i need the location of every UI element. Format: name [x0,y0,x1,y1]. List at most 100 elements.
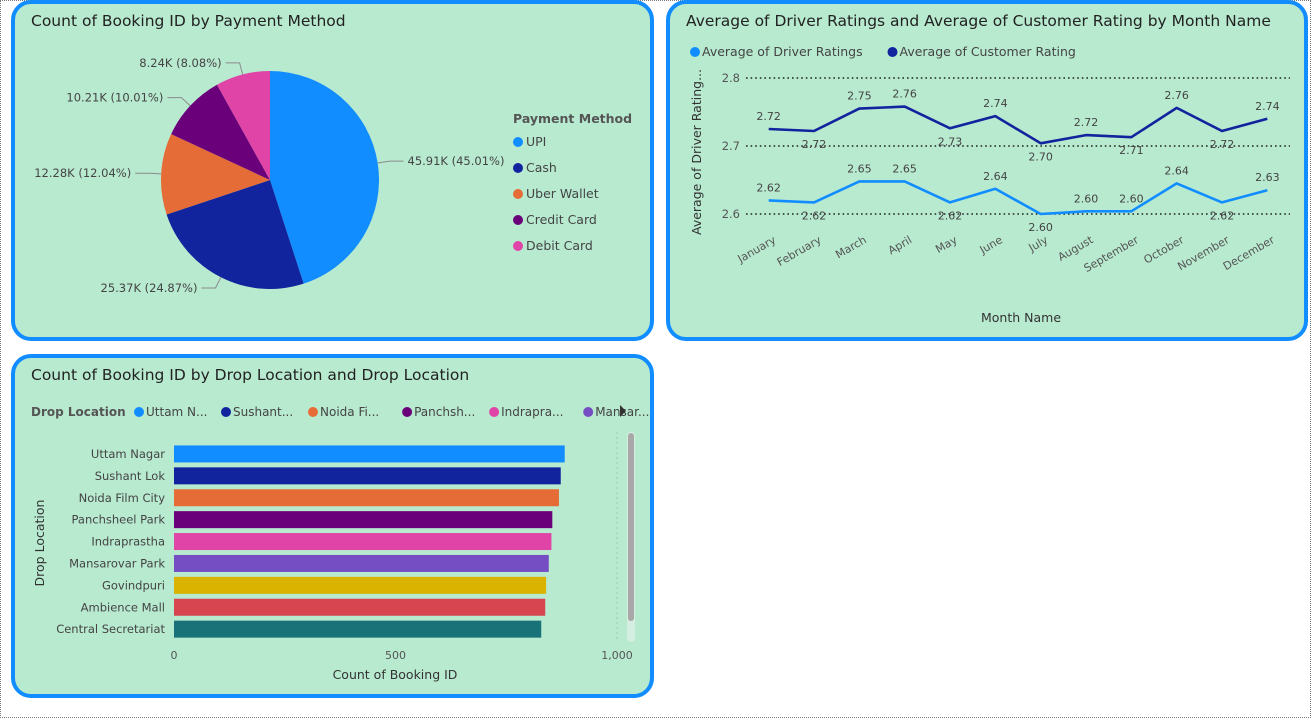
pie-slice-debit-card[interactable] [217,71,270,180]
line-data-label-average-of-customer-rating-september: 2.71 [1119,144,1144,157]
line-data-label-average-of-customer-rating-august: 2.72 [1074,116,1099,129]
line-x-tick-june: June [977,233,1005,257]
pie-leader-line-uber-wallet [135,172,162,175]
line-series-average-of-driver-ratings[interactable] [768,180,1268,216]
pie-slice-upi[interactable] [270,71,380,284]
bar-legend-item-sushant-lok[interactable]: Sushant... [233,405,293,419]
pie-data-label-credit-card: 10.21K (10.01%) [66,91,163,105]
legend-item-upi[interactable]: UPI [526,134,546,149]
line-y-tick-2-8: 2.8 [722,71,740,85]
bar-noida-film-city[interactable] [174,489,559,507]
bar-mansarovar-park[interactable] [174,554,549,572]
line-x-tick-may: May [933,233,960,256]
line-data-label-average-of-driver-ratings-december: 2.63 [1255,171,1280,184]
drop-location-bar-panel[interactable]: Count of Booking ID by Drop Location and… [11,354,654,698]
bar-sushant-lok[interactable] [174,467,561,485]
pie-data-label-debit-card: 8.24K (8.08%) [139,56,221,70]
ratings-line-chart[interactable]: Average of Driver Ratings Average of Cust… [670,4,1304,337]
bar-indraprastha[interactable] [174,533,552,551]
ratings-line-panel[interactable]: Average of Driver Ratings and Average of… [666,0,1308,341]
legend-dot-credit-card [513,215,523,225]
triangle-right-icon[interactable] [620,405,626,417]
legend-dot-cash [513,163,523,173]
line-data-label-average-of-driver-ratings-february: 2.62 [802,209,827,222]
bar-category-label-uttam-nagar: Uttam Nagar [91,447,165,461]
legend-item-uber-wallet[interactable]: Uber Wallet [526,186,599,201]
bar-legend-item-uttam-nagar[interactable]: Uttam N... [146,405,207,419]
line-x-tick-july: July [1026,233,1051,255]
line-legend-dot-average-of-driver-ratings [690,47,700,57]
line-y-tick-2-7: 2.7 [722,139,740,153]
line-data-label-average-of-customer-rating-may: 2.73 [938,135,963,148]
line-data-label-average-of-customer-rating-november: 2.72 [1210,138,1235,151]
pie-slice-credit-card[interactable] [171,84,270,180]
line-y-tick-2-6: 2.6 [722,207,740,221]
line-data-label-average-of-driver-ratings-june: 2.64 [983,170,1008,183]
bar-x-axis-label: Count of Booking ID [333,667,458,682]
pie-legend-title: Payment Method [513,111,632,126]
bar-legend-dot-indraprastha [489,407,500,417]
legend-dot-upi [513,137,523,147]
line-x-tick-december: December [1221,233,1277,273]
line-x-tick-march: March [833,233,869,261]
bar-legend-item-noida-film-city[interactable]: Noida Fi... [320,405,379,419]
bar-category-label-sushant-lok: Sushant Lok [95,469,166,483]
pie-leader-line-credit-card [167,97,191,107]
line-data-label-average-of-customer-rating-april: 2.76 [892,88,917,101]
line-data-label-average-of-driver-ratings-march: 2.65 [847,162,872,175]
bar-y-axis-label: Drop Location [32,500,47,587]
bar-central-secretariat[interactable] [174,620,542,638]
bar-legend-dot-mansarovar-park [583,407,594,417]
line-legend-dot-average-of-customer-rating [887,47,898,57]
bar-x-tick-500: 500 [385,649,406,662]
line-legend-item-average-of-driver-ratings[interactable]: Average of Driver Ratings [702,44,863,59]
bar-legend-title: Drop Location [31,405,126,419]
bar-category-label-indraprastha: Indraprastha [91,535,165,549]
bar-legend-dot-panchsheel-park [402,407,413,417]
bar-category-label-govindpuri: Govindpuri [102,578,165,592]
payment-method-pie-panel[interactable]: Count of Booking ID by Payment Method 45… [11,0,654,341]
line-data-label-average-of-driver-ratings-april: 2.65 [892,162,917,175]
bar-category-label-panchsheel-park: Panchsheel Park [72,513,166,527]
legend-item-debit-card[interactable]: Debit Card [526,238,593,253]
bar-x-tick-1-000: 1,000 [601,649,633,662]
line-data-label-average-of-driver-ratings-january: 2.62 [756,181,781,194]
bar-legend-dot-uttam-nagar [134,407,144,417]
line-x-tick-february: February [775,233,824,269]
line-data-label-average-of-customer-rating-march: 2.75 [847,90,872,103]
payment-method-pie-chart[interactable]: 45.91K (45.01%) 25.37K (24.87%) 12.28K (12… [15,4,650,337]
line-series-average-of-customer-rating[interactable] [768,105,1268,145]
pie-slice-cash[interactable] [166,180,304,290]
legend-item-cash[interactable]: Cash [526,160,557,175]
pie-slice-uber-wallet[interactable] [160,134,270,215]
pie-data-label-uber-wallet: 12.28K (12.04%) [34,166,131,180]
line-data-label-average-of-driver-ratings-august: 2.60 [1074,192,1099,205]
bar-scrollbar-thumb[interactable] [628,433,634,621]
legend-dot-uber-wallet [513,189,523,199]
legend-item-credit-card[interactable]: Credit Card [526,212,597,227]
line-data-label-average-of-customer-rating-december: 2.74 [1255,100,1280,113]
line-data-label-average-of-customer-rating-january: 2.72 [756,110,781,123]
bar-category-label-mansarovar-park: Mansarovar Park [69,556,165,570]
bar-ambience-mall[interactable] [174,598,546,616]
line-data-label-average-of-driver-ratings-november: 2.62 [1210,209,1235,222]
line-legend-item-average-of-customer-rating[interactable]: Average of Customer Rating [900,44,1076,59]
drop-location-bar-chart[interactable]: Drop Location Uttam N... Sushant... Noida F… [15,358,650,694]
pie-data-label-cash: 25.37K (24.87%) [101,281,198,295]
bar-category-label-central-secretariat: Central Secretariat [56,622,165,636]
line-data-label-average-of-customer-rating-july: 2.70 [1028,150,1053,163]
line-x-tick-january: January [735,233,779,266]
bar-uttam-nagar[interactable] [174,445,565,463]
pie-leader-line-debit-card [225,62,244,75]
pie-chart-title: Count of Booking ID by Payment Method [31,12,346,30]
bar-govindpuri[interactable] [174,576,547,594]
bar-legend-dot-sushant-lok [221,407,231,417]
line-chart-title: Average of Driver Ratings and Average of… [686,12,1271,30]
bar-legend-item-panchsheel-park[interactable]: Panchsh... [414,405,475,419]
bar-legend-item-indraprastha[interactable]: Indrapra... [501,405,563,419]
line-y-axis-label: Average of Driver Rating... [689,69,704,235]
pie-leader-line-cash [201,277,222,289]
line-data-label-average-of-driver-ratings-may: 2.62 [938,209,963,222]
line-data-label-average-of-driver-ratings-october: 2.64 [1164,164,1189,177]
bar-panchsheel-park[interactable] [174,511,553,529]
